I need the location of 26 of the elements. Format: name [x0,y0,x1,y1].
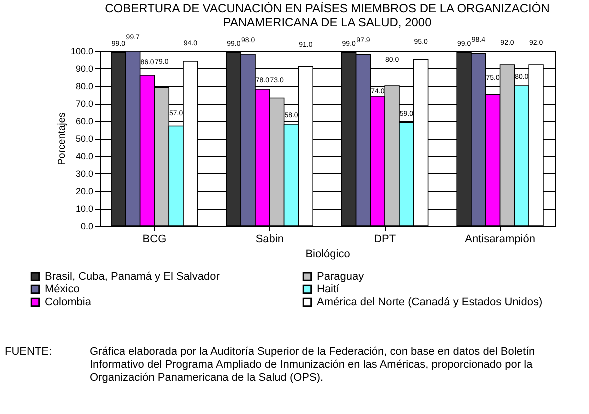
y-tick-label: 30.0 [76,169,94,179]
y-tick-label: 80.0 [76,82,94,92]
legend-label: México [45,284,80,296]
y-tick-label: 20.0 [76,186,94,196]
legend-label: Brasil, Cuba, Panamá y El Salvador [45,270,220,283]
y-axis-title: Porcentajes [56,112,68,166]
y-tick-label: 50.0 [76,134,94,144]
x-tick-label: DPT [374,234,396,246]
x-tick-label: Sabin [256,234,284,246]
x-axis-title: Biológico [306,248,350,260]
legend-label: América del Norte (Canadá y Estados Unidos) [317,296,543,308]
x-tick-label: BCG [142,234,167,246]
y-tick-label: 0.0 [80,222,94,232]
source-note: FUENTE: [5,346,52,358]
y-tick-label: 100.0 [70,46,94,56]
y-tick-label: 10.0 [76,204,94,214]
chart-title: COBERTURA DE VACUNACIÓN EN PAÍSES MIEMBROS DE LA ORGANIZACIÓN PANAMERICANA DE LA SALUD, 2000 [105,2,550,30]
x-tick-label: Antisarampión [465,234,536,246]
legend-label: Paraguay [317,270,365,283]
y-tick-label: 90.0 [76,64,94,74]
y-tick-label: 70.0 [76,99,94,109]
legend-label: Colombia [45,296,92,308]
legend-label: Haití [317,284,341,296]
y-tick-label: 60.0 [76,116,94,126]
y-tick-label: 40.0 [76,152,94,162]
text: Gráfica elaborada por la Auditoría Superior de la Federación, con base en datos del Boletín Informativo del Programa Ampliado de Inmunización en las Américas, proporcionado por la Organización Panamericana de la Salud (OPS). [90,346,536,384]
